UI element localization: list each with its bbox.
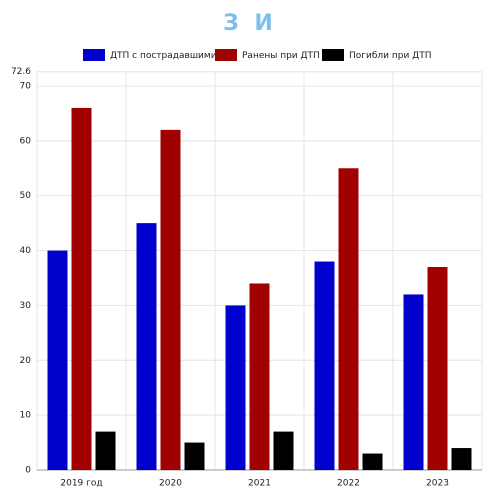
y-tick-label: 72.6 bbox=[11, 67, 31, 77]
y-tick-label: 0 bbox=[25, 466, 31, 476]
legend-label: ДТП с пострадавшими bbox=[110, 51, 217, 61]
legend-label: Ранены при ДТП bbox=[242, 51, 320, 61]
x-tick-label: 2023 bbox=[426, 479, 449, 489]
legend-swatch bbox=[83, 49, 105, 61]
y-tick-label: 70 bbox=[20, 81, 32, 91]
bar bbox=[95, 431, 116, 470]
legend-swatch bbox=[322, 49, 344, 61]
bar bbox=[362, 453, 383, 470]
x-tick-label: 2019 год bbox=[60, 479, 102, 489]
bar bbox=[160, 129, 181, 471]
bar bbox=[225, 305, 246, 470]
bar bbox=[184, 442, 205, 470]
chart-title: З И bbox=[223, 11, 277, 36]
x-tick-label: 2022 bbox=[337, 479, 360, 489]
y-tick-label: 30 bbox=[20, 301, 32, 311]
bar bbox=[249, 283, 270, 470]
x-tick-label: 2020 bbox=[159, 479, 182, 489]
bar bbox=[403, 294, 424, 470]
bar bbox=[136, 223, 157, 470]
y-tick-label: 40 bbox=[20, 246, 32, 256]
bar bbox=[273, 431, 294, 470]
y-tick-label: 20 bbox=[20, 356, 32, 366]
bar bbox=[338, 168, 359, 470]
legend-label: Погибли при ДТП bbox=[349, 51, 431, 61]
legend-swatch bbox=[215, 49, 237, 61]
y-tick-label: 10 bbox=[20, 411, 32, 421]
bar bbox=[451, 448, 472, 470]
bar bbox=[47, 250, 68, 470]
y-tick-label: 50 bbox=[20, 191, 32, 201]
x-tick-label: 2021 bbox=[248, 479, 271, 489]
bar bbox=[314, 261, 335, 470]
y-tick-label: 60 bbox=[20, 136, 32, 146]
bar bbox=[71, 107, 92, 470]
bar bbox=[427, 267, 448, 470]
